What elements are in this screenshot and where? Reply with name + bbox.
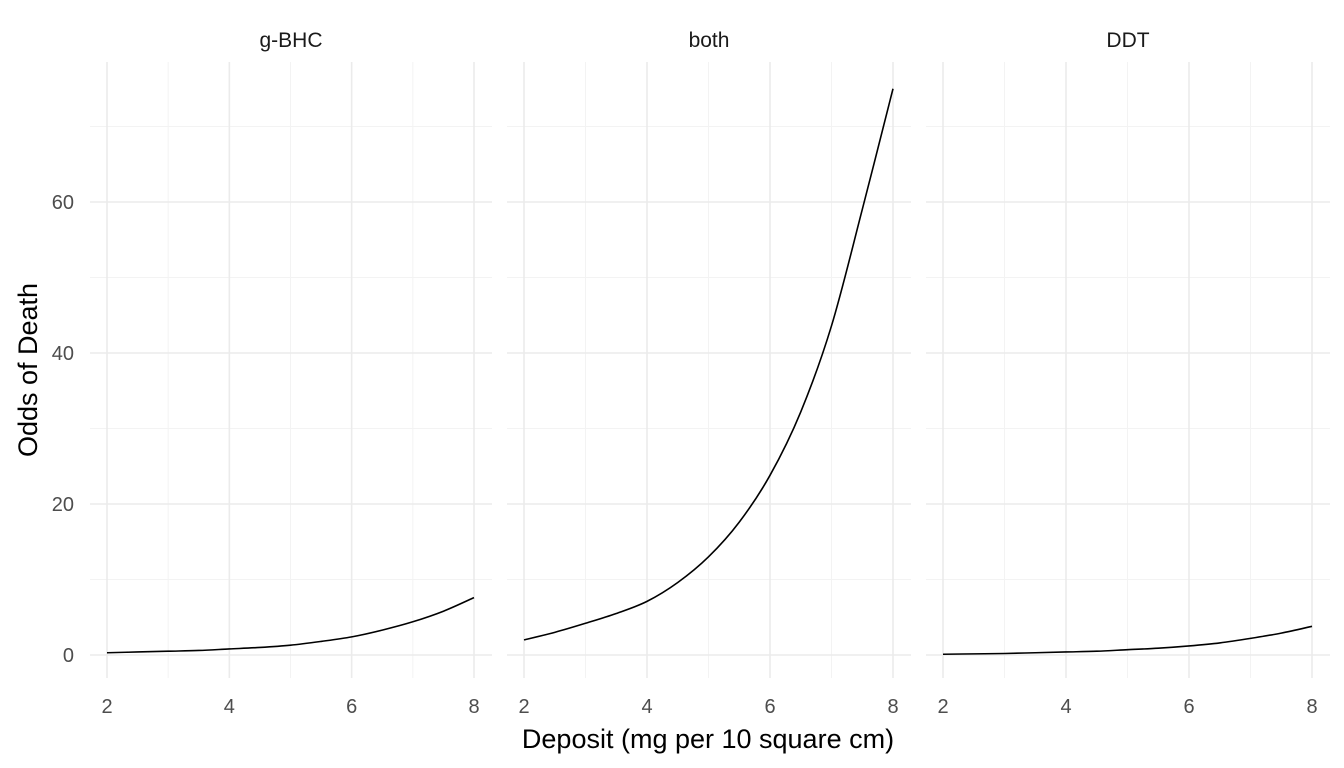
y-axis-title: Odds of Death [13,283,43,457]
x-axis-title: Deposit (mg per 10 square cm) [522,724,894,754]
x-tick-label: 2 [937,696,948,718]
panel-both: both 2 4 6 8 [507,29,911,718]
series-line-g-bhc [106,596,475,654]
y-axis-ticks: 0 20 40 60 [52,192,74,667]
panel-ddt: DDT 2 4 6 8 [926,29,1330,718]
y-tick-label: 40 [52,343,74,365]
x-tick-label: 2 [101,696,112,718]
series-line-both [523,88,894,641]
panel-strip-label: DDT [1106,29,1149,52]
panels-layer: g-BHC 2 4 6 8 both 2 4 6 8 DDT 2 4 6 8 [90,29,1330,718]
x-tick-label: 8 [468,696,479,718]
y-tick-label: 60 [52,192,74,214]
y-tick-label: 20 [52,494,74,516]
x-tick-label: 4 [641,696,652,718]
x-tick-label: 4 [1060,696,1071,718]
x-tick-label: 4 [224,696,235,718]
x-tick-label: 8 [887,696,898,718]
x-tick-label: 6 [764,696,775,718]
x-tick-label: 8 [1306,696,1317,718]
panel-strip-label: g-BHC [259,29,322,52]
panel-strip-label: both [689,29,730,52]
y-tick-label: 0 [63,645,74,667]
x-tick-label: 6 [346,696,357,718]
x-tick-label: 2 [518,696,529,718]
panel-g-bhc: g-BHC 2 4 6 8 [90,29,492,718]
x-tick-label: 6 [1183,696,1194,718]
series-line-ddt [942,625,1313,656]
